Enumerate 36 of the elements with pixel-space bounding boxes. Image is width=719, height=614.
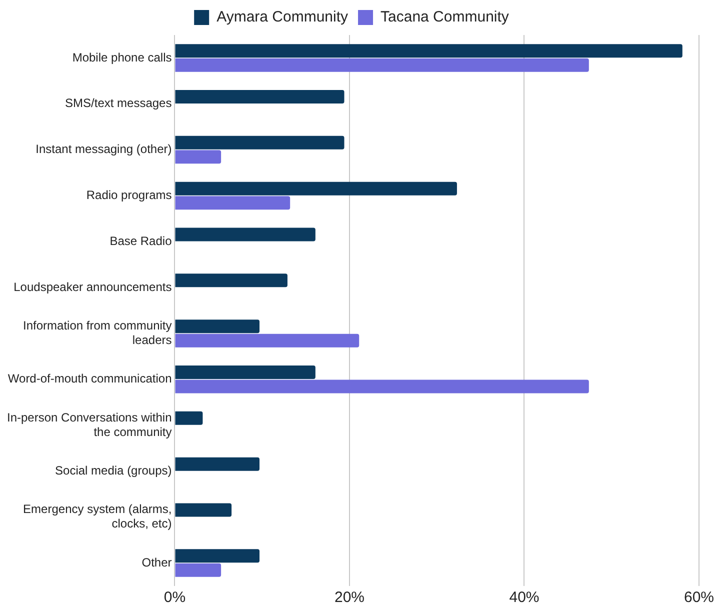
x-tick-label: 0% [164,589,186,606]
y-tick-label: Mobile phone calls [72,50,172,64]
y-tick-label: Radio programs [86,188,172,202]
bar [175,274,288,288]
bar [175,150,222,164]
y-tick-label: Word-of-mouth communication [8,372,172,386]
bar [175,58,589,72]
y-tick-label: Emergency system (alarms, clocks, etc) [23,502,172,531]
legend-label: Tacana Community [380,8,510,26]
x-tick-label: 60% [684,589,714,606]
x-tick-label: 20% [334,589,365,606]
bar [175,90,344,104]
y-tick-label: SMS/text messages [65,96,172,110]
y-tick-label: Base Radio [110,234,172,248]
y-tick-label: Social media (groups) [55,464,172,478]
bar [175,563,222,577]
y-tick-label: Instant messaging (other) [36,142,172,156]
x-tick-label: 40% [509,589,540,606]
bar [175,228,316,242]
bar [175,320,260,334]
bar [175,182,457,196]
bar [175,44,682,58]
bar [175,136,344,150]
bar [175,380,589,394]
legend-label: Aymara Community [216,8,349,26]
y-tick-label: Other [142,555,172,570]
bar [175,457,260,471]
bar [175,334,360,348]
y-tick-label: In-person Conversations within the community [7,410,172,439]
bar [175,411,203,425]
y-tick-label: Loudspeaker announcements [14,280,172,294]
y-tick-label: Information from community leaders [23,318,172,347]
bar [175,503,232,517]
bar [175,365,316,380]
bar [175,196,290,210]
bar [175,549,260,563]
